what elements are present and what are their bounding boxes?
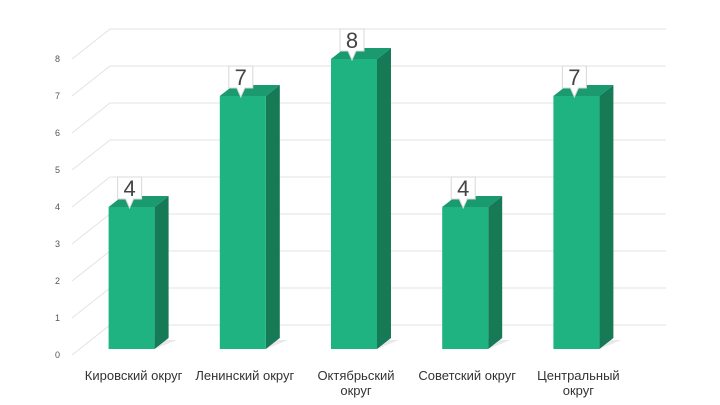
data-label-box <box>117 176 143 210</box>
bar <box>219 85 288 349</box>
y-tick-label: 3 <box>55 239 60 249</box>
data-label-text: 4 <box>123 176 135 201</box>
x-tick-label: Октябрьский округ <box>317 368 394 398</box>
bar-side <box>377 48 391 349</box>
gridline <box>71 102 666 134</box>
bar-side <box>599 85 614 349</box>
data-label-box <box>561 65 587 99</box>
x-tick-label: Кировский округ <box>85 368 183 383</box>
bar <box>442 196 511 349</box>
data-label-box <box>450 176 476 210</box>
bar-side <box>154 196 169 349</box>
bar <box>553 85 622 349</box>
data-label: 4 <box>450 176 476 210</box>
bars <box>108 48 622 349</box>
x-tick-label: Центральный округ <box>537 368 620 398</box>
data-labels: 4 7 8 4 7 <box>117 28 587 210</box>
data-label: 7 <box>561 65 587 99</box>
gridline <box>71 176 666 208</box>
y-tick-label: 5 <box>55 165 60 175</box>
data-label-box <box>339 28 365 62</box>
bar-front <box>108 207 155 349</box>
bar <box>331 48 399 349</box>
data-label-text: 7 <box>235 65 247 90</box>
data-label-text: 4 <box>457 176 469 201</box>
bar-front <box>442 207 489 349</box>
x-tick-label: Ленинский округ <box>195 368 294 383</box>
y-tick-label: 4 <box>55 202 60 212</box>
bar-side <box>488 196 503 349</box>
data-label-text: 7 <box>568 65 580 90</box>
data-label: 7 <box>228 65 254 99</box>
gridline <box>71 139 666 171</box>
bar-side <box>265 85 280 349</box>
bar-front <box>553 96 600 349</box>
y-axis: 0 1 2 3 4 5 6 7 8 <box>55 54 60 360</box>
y-tick-label: 0 <box>55 350 60 360</box>
y-tick-label: 2 <box>55 276 60 286</box>
y-tick-label: 1 <box>55 313 60 323</box>
gridline <box>71 65 666 97</box>
x-tick-label: Советский округ <box>418 368 516 383</box>
grid-layer <box>71 28 666 356</box>
x-axis: Кировский округ Ленинский округ Октябрьски… <box>85 368 620 398</box>
gridline <box>71 28 666 60</box>
data-label: 8 <box>339 28 365 62</box>
data-label-text: 8 <box>346 28 358 53</box>
data-label: 4 <box>117 176 143 210</box>
y-tick-label: 6 <box>55 128 60 138</box>
y-tick-label: 7 <box>55 91 60 101</box>
bar-front <box>331 59 377 349</box>
y-tick-label: 8 <box>55 54 60 64</box>
bar-front <box>219 96 266 349</box>
bar <box>108 196 177 349</box>
data-label-box <box>228 65 254 99</box>
